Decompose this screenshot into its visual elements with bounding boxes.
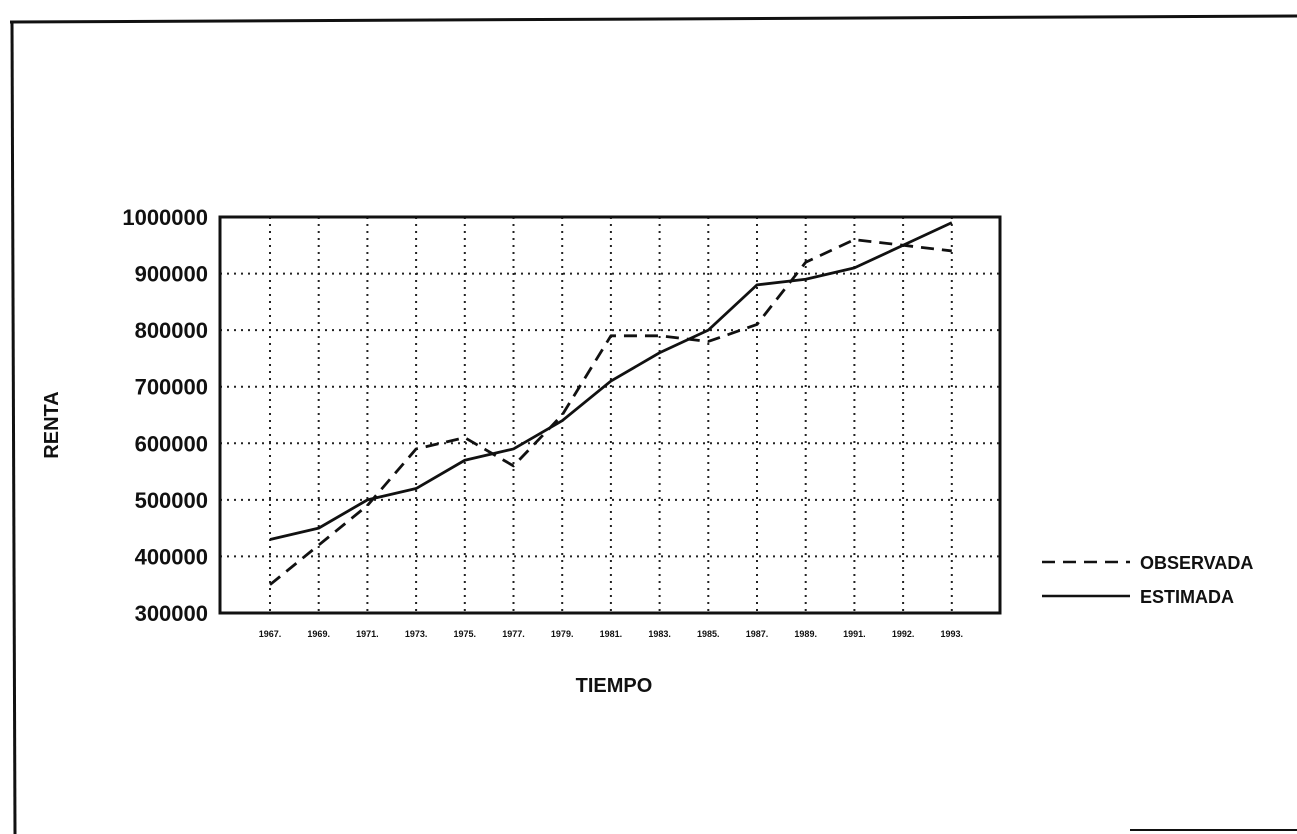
x-tick-label: 1993. (941, 629, 964, 639)
x-tick-label: 1985. (697, 629, 720, 639)
x-axis-label: TIEMPO (576, 675, 653, 697)
x-tick-label: 1992. (892, 629, 915, 639)
x-tick-label: 1977. (502, 629, 525, 639)
y-tick-labels: 1000000 900000 800000 700000 600000 500000 400… (122, 205, 208, 626)
legend-label-estimada: ESTIMADA (1140, 587, 1234, 607)
y-axis-label: RENTA (41, 391, 63, 458)
series-line-observada (269, 238, 952, 586)
y-tick-label: 700000 (135, 375, 208, 400)
x-tick-label: 1973. (405, 629, 428, 639)
x-tick-label: 1981. (600, 629, 623, 639)
y-tick-label: 800000 (135, 318, 208, 343)
x-tick-label: 1967. (259, 629, 282, 639)
legend-label-observada: OBSERVADA (1140, 553, 1253, 573)
page-frame (9, 14, 1297, 834)
x-tick-label: 1971. (356, 629, 379, 639)
y-tick-label: 900000 (135, 262, 208, 287)
legend-entry-estimada: ESTIMADA (1042, 587, 1234, 607)
y-tick-label: 1000000 (122, 205, 208, 230)
x-tick-label: 1987. (746, 629, 769, 639)
x-tick-labels: 1967. 1969. 1971. 1973. 1975. 1977. 1979. 1981.… (259, 629, 963, 639)
legend-entry-observada: OBSERVADA (1042, 553, 1253, 573)
x-tick-label: 1983. (648, 629, 671, 639)
series-layer (269, 221, 953, 586)
x-tick-label: 1991. (843, 629, 866, 639)
y-tick-label: 600000 (135, 431, 208, 456)
x-tick-label: 1975. (454, 629, 477, 639)
x-tick-label: 1969. (307, 629, 330, 639)
y-tick-label: 400000 (135, 544, 208, 569)
chart-grid (220, 217, 1000, 613)
plot-area (218, 215, 1002, 615)
y-tick-label: 300000 (135, 601, 208, 626)
legend: OBSERVADA ESTIMADA (1042, 553, 1253, 607)
y-tick-label: 500000 (135, 488, 208, 513)
x-tick-label: 1979. (551, 629, 574, 639)
x-tick-label: 1989. (794, 629, 817, 639)
series-line-estimada (269, 221, 953, 541)
